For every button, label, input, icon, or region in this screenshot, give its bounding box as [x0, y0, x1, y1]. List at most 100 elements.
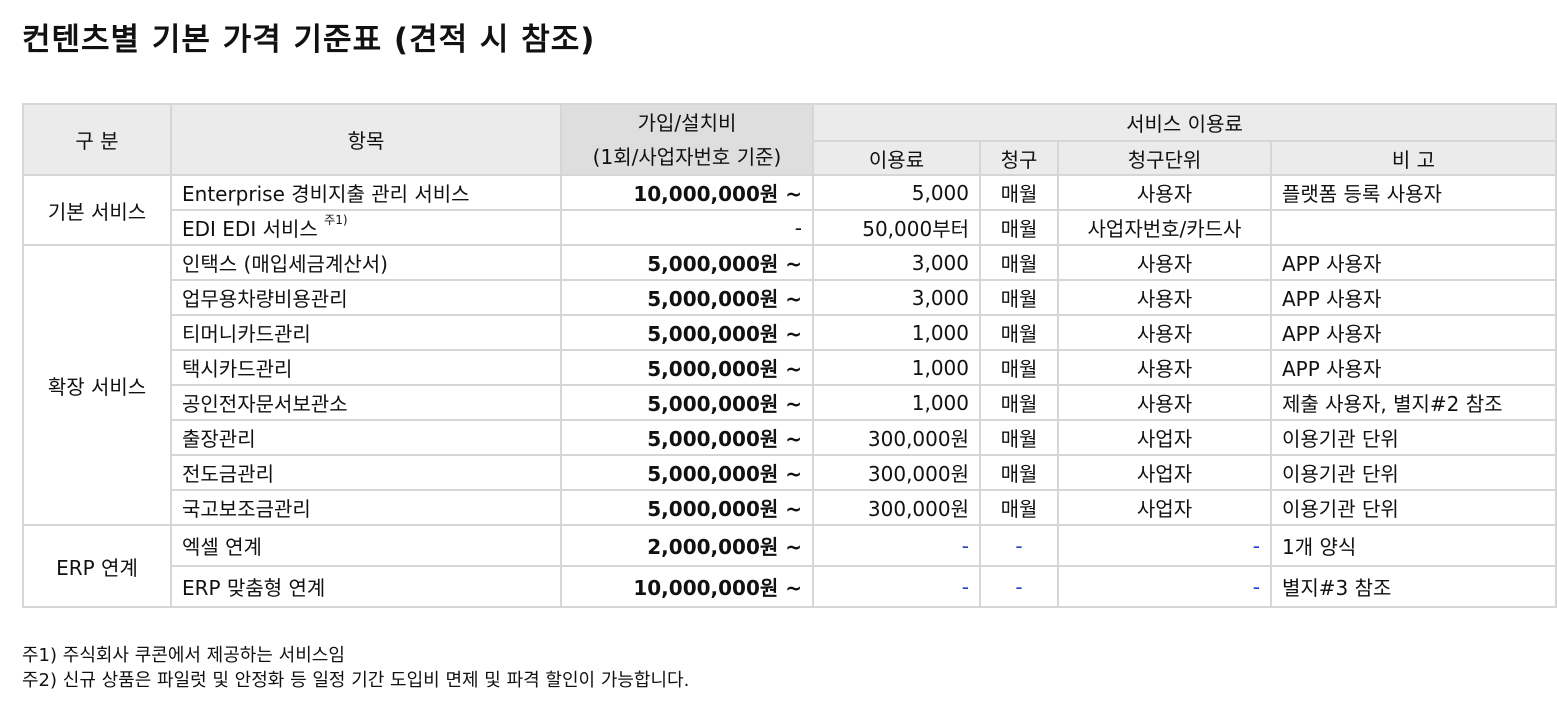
remark-cell: APP 사용자 — [1269, 279, 1557, 316]
item-cell: 업무용차량비용관리 — [170, 279, 562, 316]
group-basic-service: 기본 서비스 — [22, 174, 172, 246]
table-row: EDI EDI 서비스 주1) - 50,000부터 매월 사업자번호/카드사 — [23, 209, 1557, 246]
fee-cell: 5,000 — [812, 174, 981, 211]
setup-fee-cell: 10,000,000원 ~ — [560, 565, 814, 608]
setup-fee-cell: 5,000,000원 ~ — [560, 244, 814, 281]
billing-unit-cell: 사용자 — [1057, 349, 1272, 386]
setup-fee-cell: 5,000,000원 ~ — [560, 314, 814, 351]
item-cell: Enterprise 경비지출 관리 서비스 — [170, 174, 562, 211]
remark-cell: APP 사용자 — [1269, 244, 1557, 281]
table-row: 택시카드관리 5,000,000원 ~ 1,000 매월 사용자 APP 사용자 — [23, 349, 1557, 386]
setup-fee-cell: 10,000,000원 ~ — [560, 174, 814, 211]
remark-cell: 이용기관 단위 — [1269, 454, 1557, 491]
billing-unit-cell: 사업자 — [1057, 489, 1272, 526]
remark-cell — [1269, 209, 1557, 246]
group-erp-integration: ERP 연계 — [22, 524, 172, 608]
item-cell: 국고보조금관리 — [170, 489, 562, 526]
billing-cell: - — [979, 565, 1059, 608]
billing-unit-cell: 사용자 — [1057, 244, 1272, 281]
table-row: 티머니카드관리 5,000,000원 ~ 1,000 매월 사용자 APP 사용… — [23, 314, 1557, 351]
remark-cell: APP 사용자 — [1269, 349, 1557, 386]
remark-cell: 플랫폼 등록 사용자 — [1269, 174, 1557, 211]
header-setup-line2: (1회/사업자번호 기준) — [592, 144, 782, 169]
table-row: ERP 맞춤형 연계 10,000,000원 ~ - - - 별지#3 참조 — [23, 565, 1557, 608]
remark-cell: APP 사용자 — [1269, 314, 1557, 351]
table-row: 국고보조금관리 5,000,000원 ~ 300,000원 매월 사업자 이용기… — [23, 489, 1557, 526]
item-cell: EDI EDI 서비스 주1) — [170, 209, 562, 246]
fee-cell: 1,000 — [812, 314, 981, 351]
header-setup-line1: 가입/설치비 — [637, 110, 737, 135]
setup-fee-cell: 5,000,000원 ~ — [560, 279, 814, 316]
billing-unit-cell: 사업자번호/카드사 — [1057, 209, 1272, 246]
remark-cell: 이용기관 단위 — [1269, 419, 1557, 456]
fee-cell: 1,000 — [812, 349, 981, 386]
billing-unit-cell: 사용자 — [1057, 174, 1272, 211]
remark-cell: 1개 양식 — [1269, 524, 1557, 567]
item-cell: 인택스 (매입세금계산서) — [170, 244, 562, 281]
fee-cell: 1,000 — [812, 384, 981, 421]
billing-cell: 매월 — [979, 489, 1059, 526]
header-remark: 비 고 — [1269, 140, 1557, 176]
billing-cell: 매월 — [979, 349, 1059, 386]
table-row: 업무용차량비용관리 5,000,000원 ~ 3,000 매월 사용자 APP … — [23, 279, 1557, 316]
item-label: EDI EDI 서비스 — [182, 217, 325, 241]
fee-cell: 300,000원 — [812, 489, 981, 526]
fee-cell: - — [812, 524, 981, 567]
item-cell: 택시카드관리 — [170, 349, 562, 386]
billing-cell: 매월 — [979, 419, 1059, 456]
header-category: 구 분 — [22, 103, 172, 176]
fee-cell: 3,000 — [812, 244, 981, 281]
remark-cell: 별지#3 참조 — [1269, 565, 1557, 608]
header-item: 항목 — [170, 103, 562, 176]
item-cell: 엑셀 연계 — [170, 524, 562, 567]
fee-cell: 50,000부터 — [812, 209, 981, 246]
footnote-2: 주2) 신규 상품은 파일럿 및 안정화 등 일정 기간 도입비 면제 및 파격… — [22, 670, 690, 691]
group-extended-service: 확장 서비스 — [22, 244, 172, 526]
billing-unit-cell: 사용자 — [1057, 384, 1272, 421]
item-cell: 공인전자문서보관소 — [170, 384, 562, 421]
table-row: 기본 서비스 Enterprise 경비지출 관리 서비스 10,000,000… — [22, 174, 1557, 246]
item-cell: 전도금관리 — [170, 454, 562, 491]
header-fee: 이용료 — [812, 140, 981, 176]
header-billing: 청구 — [979, 140, 1059, 176]
header-service-fee: 서비스 이용료 — [811, 103, 1557, 142]
billing-cell: 매월 — [979, 244, 1059, 281]
item-cell: 출장관리 — [170, 419, 562, 456]
fee-cell: 3,000 — [812, 279, 981, 316]
setup-fee-cell: 5,000,000원 ~ — [560, 384, 814, 421]
setup-fee-cell: 5,000,000원 ~ — [560, 349, 814, 386]
price-table: 구 분 항목 가입/설치비 (1회/사업자번호 기준) 서비스 이용료 이용료 … — [22, 103, 1557, 608]
billing-unit-cell: - — [1057, 565, 1272, 608]
billing-cell: 매월 — [979, 454, 1059, 491]
fee-cell: - — [812, 565, 981, 608]
billing-unit-cell: 사업자 — [1057, 454, 1272, 491]
table-row: 전도금관리 5,000,000원 ~ 300,000원 매월 사업자 이용기관 … — [23, 454, 1557, 491]
table-row: ERP 연계 엑셀 연계 2,000,000원 ~ - - - 1개 양식 — [22, 524, 1557, 608]
billing-cell: 매월 — [979, 174, 1059, 211]
billing-cell: 매월 — [979, 209, 1059, 246]
footnote-1: 주1) 주식회사 쿠콘에서 제공하는 서비스임 — [22, 645, 345, 666]
remark-cell: 이용기관 단위 — [1269, 489, 1557, 526]
billing-unit-cell: 사업자 — [1057, 419, 1272, 456]
setup-fee-cell: 5,000,000원 ~ — [560, 419, 814, 456]
footnote-mark: 주1) — [324, 213, 348, 227]
billing-unit-cell: 사용자 — [1057, 279, 1272, 316]
remark-cell: 제출 사용자, 별지#2 참조 — [1269, 384, 1557, 421]
footnotes: 주1) 주식회사 쿠콘에서 제공하는 서비스임 주2) 신규 상품은 파일럿 및… — [22, 643, 689, 693]
billing-cell: 매월 — [979, 279, 1059, 316]
setup-fee-cell: - — [560, 209, 814, 246]
fee-cell: 300,000원 — [812, 454, 981, 491]
item-cell: 티머니카드관리 — [170, 314, 562, 351]
billing-cell: 매월 — [979, 314, 1059, 351]
table-row: 공인전자문서보관소 5,000,000원 ~ 1,000 매월 사용자 제출 사… — [23, 384, 1557, 421]
setup-fee-cell: 2,000,000원 ~ — [560, 524, 814, 567]
billing-cell: 매월 — [979, 384, 1059, 421]
setup-fee-cell: 5,000,000원 ~ — [560, 454, 814, 491]
billing-unit-cell: 사용자 — [1057, 314, 1272, 351]
header-billing-unit: 청구단위 — [1057, 140, 1272, 176]
fee-cell: 300,000원 — [812, 419, 981, 456]
header-setup-fee: 가입/설치비 (1회/사업자번호 기준) — [560, 103, 814, 176]
item-cell: ERP 맞춤형 연계 — [170, 565, 562, 608]
billing-cell: - — [979, 524, 1059, 567]
setup-fee-cell: 5,000,000원 ~ — [560, 489, 814, 526]
